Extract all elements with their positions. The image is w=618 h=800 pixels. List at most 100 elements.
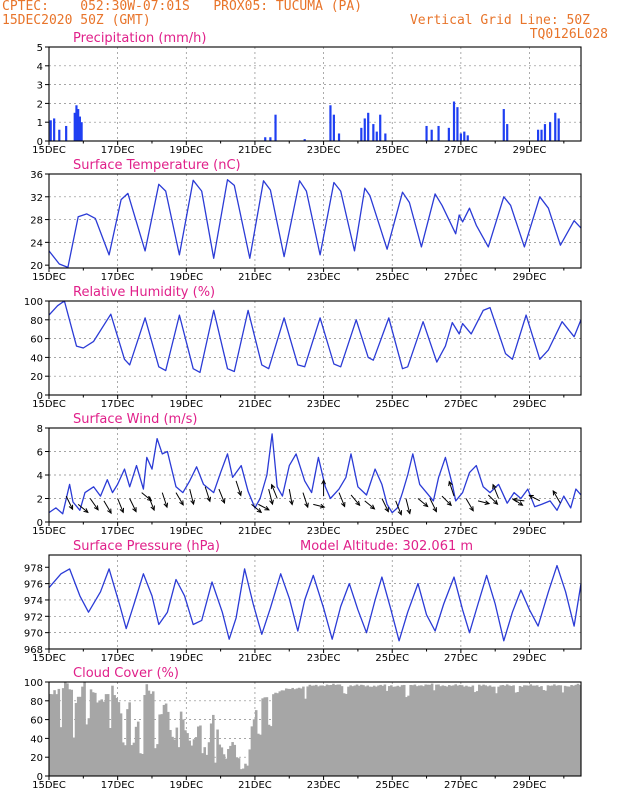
cloud-bar — [231, 742, 234, 776]
precipitation-xtick-label: 29DEC — [513, 145, 547, 156]
cloud-bar — [233, 744, 237, 776]
wind-vector-head — [492, 483, 497, 490]
wind-vector-head — [220, 498, 226, 505]
cloud-bar — [111, 685, 114, 776]
precip-bar — [337, 133, 341, 141]
wind-vector-head — [68, 504, 74, 511]
wind-line — [48, 433, 582, 515]
wind-vector — [129, 498, 137, 512]
cloud-bar — [199, 725, 202, 776]
cloud-bar — [134, 726, 138, 776]
wind-title: Surface Wind (m/s) — [73, 412, 197, 427]
cloud-bar — [490, 686, 494, 776]
cloud-bar — [91, 692, 95, 776]
cloud-bar — [377, 685, 380, 776]
pressure-xtick-label: 25DEC — [375, 653, 409, 664]
cloud-bar — [272, 694, 275, 776]
cloud-bar — [428, 684, 432, 776]
pressure-ytick-label: 976 — [24, 580, 43, 591]
cloud-bar — [330, 684, 333, 776]
cloud-bar — [469, 686, 472, 776]
cloud-bar — [190, 745, 194, 776]
cloud-bar — [274, 692, 277, 776]
pressure-xtick-label: 29DEC — [513, 653, 547, 664]
cloud-bar — [242, 768, 245, 776]
cloud-bar — [456, 685, 460, 776]
cloud-bar — [559, 685, 563, 776]
cloud-bar — [375, 686, 378, 776]
humidity-frame — [48, 300, 582, 396]
wind-ytick-label: 4 — [37, 471, 43, 482]
cloud-bar — [409, 684, 412, 776]
cloud-bar — [415, 686, 419, 776]
cloud-bar — [261, 698, 264, 776]
cloud-bar — [297, 687, 301, 776]
cloud-bar — [445, 686, 449, 776]
cloud-bar — [402, 684, 406, 776]
pressure-ytick-label: 978 — [24, 563, 43, 574]
cloud-bar — [104, 694, 108, 776]
temperature-ytick-label: 24 — [30, 238, 43, 249]
cloud-bar — [574, 684, 578, 776]
wind-vector-head — [179, 500, 184, 506]
cloud-bar — [306, 686, 309, 776]
cloud-bar — [505, 684, 509, 776]
cloud-bar — [510, 685, 513, 776]
wind-xtick-label: 29DEC — [513, 526, 547, 537]
wind-vector — [338, 492, 346, 507]
cloud-bar — [531, 685, 535, 776]
wind-vector-head — [493, 499, 499, 505]
cloud-bar — [355, 684, 359, 776]
precip-bar — [543, 124, 547, 141]
cloud-bar — [57, 688, 61, 776]
humidity-ytick-label: 100 — [24, 297, 43, 308]
humidity-ytick-label: 20 — [30, 372, 43, 383]
cloud-bar — [160, 714, 164, 776]
cloud-bar — [323, 686, 327, 776]
wind-vector-head — [119, 507, 125, 514]
cloud-bar — [450, 685, 453, 776]
wind-vector — [189, 488, 195, 505]
cloud-cover-ytick-label: 40 — [30, 734, 43, 745]
wind-vector — [405, 498, 411, 514]
precip-bar — [437, 125, 440, 141]
wind-vector-head — [512, 497, 518, 503]
wind-vector-head — [484, 500, 491, 506]
wind-vector-head — [355, 500, 361, 507]
cloud-bar — [205, 754, 209, 776]
wind-xtick-label: 17DEC — [101, 526, 135, 537]
precip-bar — [375, 131, 378, 141]
cloud-cover-xtick-label: 21DEC — [238, 780, 272, 791]
cloud-bar — [124, 745, 127, 776]
wind-vector — [364, 500, 375, 510]
cloud-bar — [499, 685, 503, 776]
cloud-bar — [257, 733, 260, 776]
cloud-bar — [265, 697, 269, 776]
cloud-bar — [411, 685, 415, 776]
cloud-bar — [201, 753, 204, 776]
pressure-ytick-label: 970 — [24, 629, 43, 640]
cloud-bar — [435, 684, 438, 776]
cloud-bar — [218, 744, 222, 776]
wind-vector — [513, 498, 525, 502]
cloud-bar — [252, 719, 256, 776]
cloud-bar — [493, 686, 496, 776]
cloud-bar — [143, 695, 146, 776]
wind-vector — [529, 494, 541, 502]
precip-bar — [430, 129, 433, 141]
wind-vector-head — [552, 489, 558, 496]
wind-vector — [161, 492, 168, 508]
cloud-bar — [360, 684, 363, 776]
precip-bar — [58, 129, 61, 141]
precip-bar — [384, 133, 387, 141]
cloud-bar — [364, 686, 367, 776]
cloud-bar — [413, 684, 417, 776]
wind-vector-head — [319, 503, 326, 509]
cloud-bar — [544, 690, 548, 776]
cloud-bar — [267, 724, 271, 776]
cloud-bar — [154, 748, 157, 776]
cloud-bar — [100, 699, 104, 776]
wind-vector-head — [406, 509, 412, 515]
wind-vector-head — [384, 507, 389, 513]
wind-vector-head — [289, 500, 294, 506]
